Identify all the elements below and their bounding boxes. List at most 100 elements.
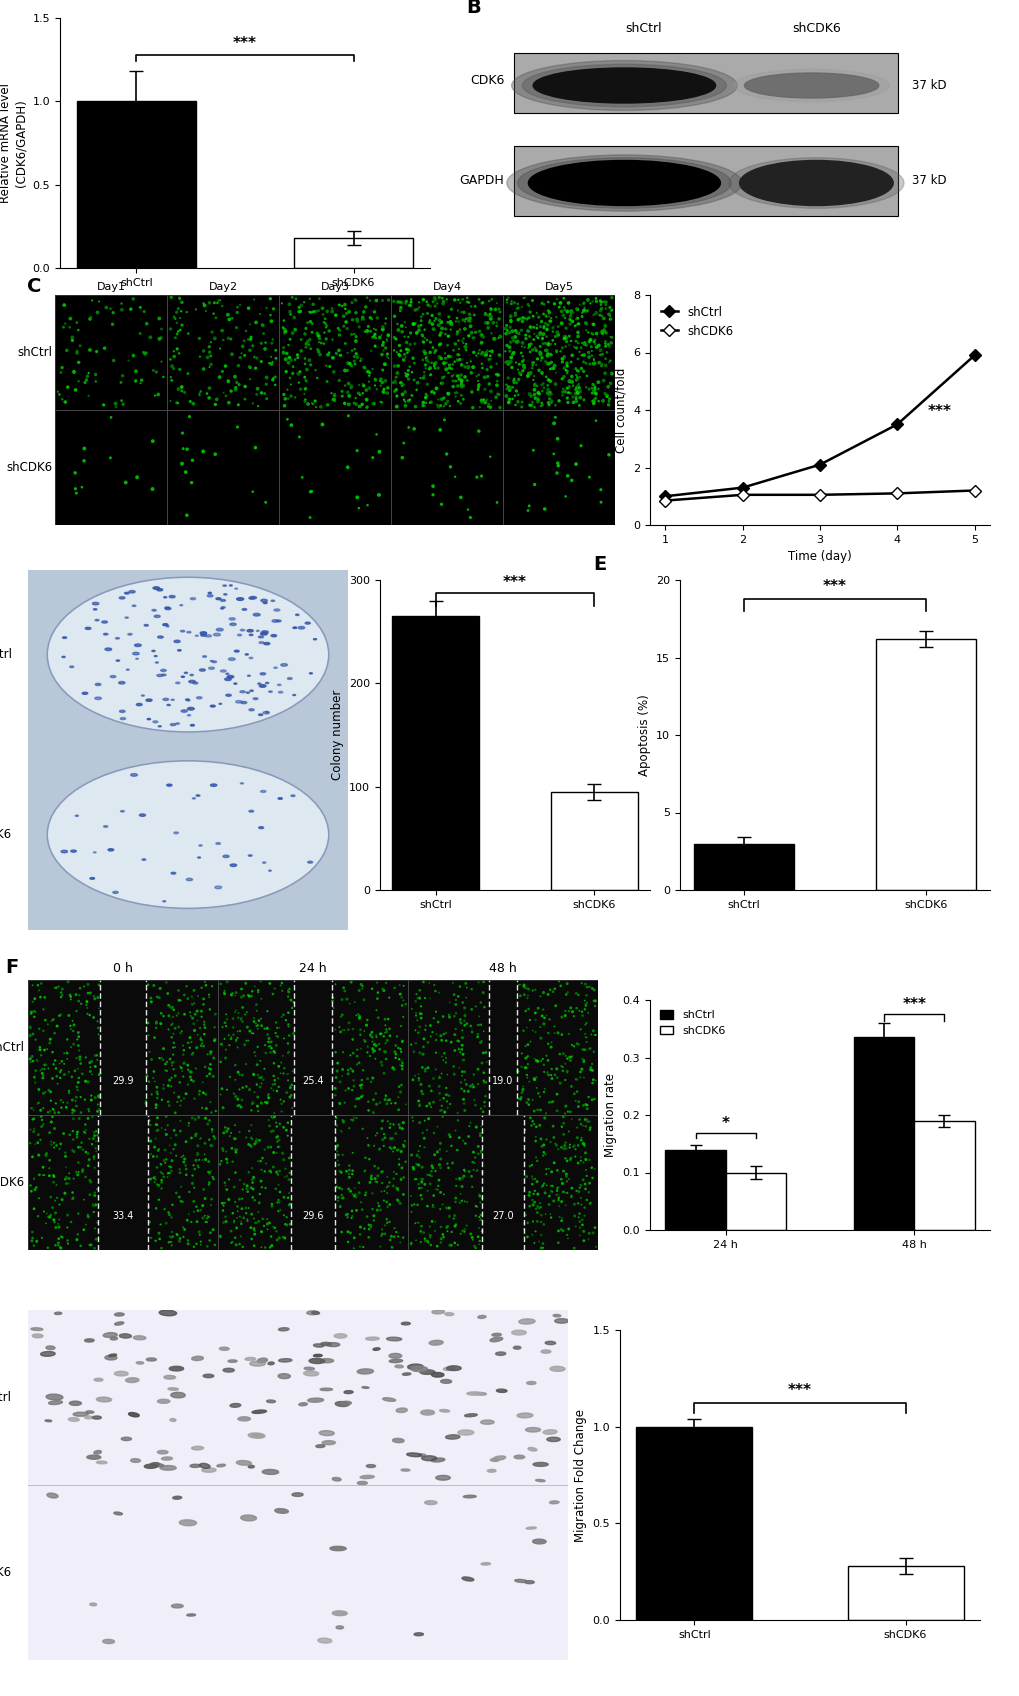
Point [424, 1019, 440, 1046]
Point [548, 1177, 565, 1204]
Point [198, 1096, 214, 1123]
Point [336, 1089, 353, 1116]
Point [313, 329, 329, 356]
Point [87, 1155, 103, 1182]
Point [172, 987, 189, 1014]
Point [524, 336, 540, 363]
Point [324, 295, 340, 322]
Point [313, 393, 329, 421]
Point [271, 1157, 287, 1184]
Point [543, 1055, 559, 1082]
Point [230, 1004, 247, 1031]
Point [205, 1165, 221, 1192]
Point [224, 1228, 240, 1255]
Point [374, 1216, 390, 1243]
Point [409, 1143, 425, 1170]
Point [26, 1116, 43, 1143]
Point [568, 310, 584, 338]
Point [348, 344, 365, 371]
Point [582, 1057, 598, 1084]
Point [33, 1057, 49, 1084]
Point [514, 393, 530, 421]
Point [78, 992, 95, 1019]
Point [356, 298, 372, 326]
Point [585, 1067, 601, 1094]
Point [462, 312, 478, 339]
Point [205, 1216, 221, 1243]
Point [48, 1131, 64, 1158]
Point [183, 1124, 200, 1152]
Point [278, 1162, 294, 1189]
Point [259, 1216, 275, 1243]
Point [585, 388, 601, 416]
shCtrl [813, 455, 825, 475]
Point [546, 1013, 562, 1040]
Point [77, 1138, 94, 1165]
Point [564, 1043, 580, 1070]
Point [102, 444, 118, 471]
Point [526, 371, 542, 399]
Point [309, 365, 325, 392]
Point [69, 1221, 86, 1248]
Point [520, 1091, 536, 1118]
Point [538, 1041, 554, 1068]
Ellipse shape [85, 1416, 93, 1420]
Point [340, 298, 357, 326]
Point [453, 327, 470, 354]
Point [541, 298, 557, 326]
Ellipse shape [429, 1340, 442, 1345]
Point [446, 331, 463, 358]
Ellipse shape [170, 1392, 185, 1398]
Point [171, 1155, 187, 1182]
Point [522, 1153, 538, 1180]
Point [254, 1091, 270, 1118]
Text: shCtrl: shCtrl [17, 346, 53, 360]
Point [382, 1124, 398, 1152]
Point [278, 1116, 294, 1143]
Point [220, 1186, 236, 1213]
Point [586, 385, 602, 412]
Point [501, 377, 518, 404]
Point [469, 1021, 485, 1048]
Point [180, 1113, 197, 1140]
Point [525, 349, 541, 377]
Point [400, 414, 417, 441]
Point [374, 287, 390, 314]
Point [347, 390, 364, 417]
Point [506, 302, 523, 329]
Point [450, 309, 467, 336]
Point [278, 1079, 294, 1106]
Point [374, 1158, 390, 1186]
Point [394, 371, 411, 399]
Point [458, 1070, 474, 1097]
Point [46, 1130, 62, 1157]
Point [229, 293, 246, 321]
Point [567, 1087, 583, 1114]
Point [477, 300, 493, 327]
Point [485, 309, 501, 336]
Point [450, 327, 467, 354]
Point [358, 1179, 374, 1206]
Point [377, 368, 393, 395]
Point [30, 1202, 46, 1230]
Point [47, 1099, 63, 1126]
Point [561, 1046, 578, 1074]
Point [525, 326, 541, 353]
Point [568, 1065, 584, 1092]
Point [323, 380, 339, 407]
Point [388, 1186, 405, 1213]
Point [73, 473, 90, 500]
Point [520, 1043, 536, 1070]
Point [488, 371, 504, 399]
Point [34, 1225, 50, 1252]
Point [165, 1035, 181, 1062]
Point [305, 298, 321, 326]
Point [68, 1226, 85, 1253]
Point [218, 1208, 234, 1235]
Point [543, 1158, 559, 1186]
Point [25, 1231, 42, 1258]
Point [58, 1163, 74, 1191]
Point [245, 1019, 261, 1046]
Point [113, 368, 129, 395]
Ellipse shape [235, 700, 242, 704]
